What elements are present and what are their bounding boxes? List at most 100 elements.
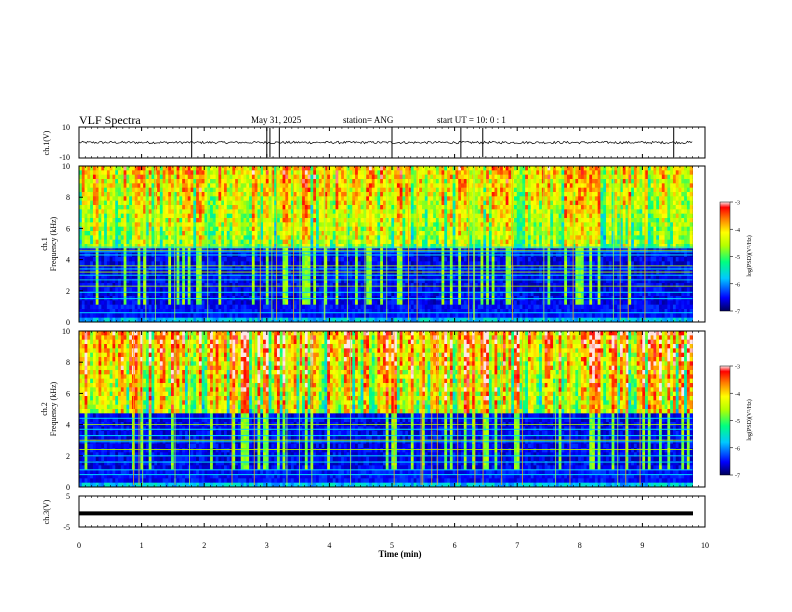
ch1-cell bbox=[299, 218, 303, 223]
ch1-cell bbox=[224, 261, 228, 267]
ch1-cell bbox=[87, 309, 91, 314]
ch1-cell bbox=[171, 291, 175, 297]
ch1-cell bbox=[430, 209, 434, 215]
ch1-cell bbox=[182, 244, 186, 249]
ch1-cell bbox=[92, 170, 97, 176]
ch1-cell bbox=[131, 170, 136, 176]
ch1-cell bbox=[458, 317, 462, 323]
ch1-cell bbox=[198, 213, 203, 219]
ch1-cell bbox=[81, 261, 85, 267]
ch1-cell bbox=[109, 248, 113, 254]
ch1-cell bbox=[109, 309, 113, 314]
ch1-cell bbox=[352, 248, 356, 254]
ch1-cell bbox=[288, 166, 292, 171]
ch1-cell bbox=[137, 213, 141, 219]
ch1-cell bbox=[288, 261, 292, 267]
ch1-cell bbox=[360, 209, 364, 215]
ch1-cell bbox=[327, 218, 331, 223]
ch1-cell bbox=[81, 317, 85, 323]
ch1-cell bbox=[276, 274, 281, 280]
ch1-cell bbox=[265, 183, 270, 189]
ch1-cell bbox=[388, 213, 392, 219]
ch1-cell bbox=[282, 278, 286, 284]
ch1-cell bbox=[307, 300, 311, 306]
ch1-cell bbox=[433, 166, 437, 171]
ch1-cell bbox=[104, 218, 108, 223]
ch1-cell bbox=[260, 170, 264, 176]
ch1-cell bbox=[204, 235, 208, 241]
ch1-cell bbox=[201, 300, 205, 306]
ch1-cell bbox=[265, 265, 270, 271]
ch1-cell bbox=[237, 291, 242, 297]
ch1-cell bbox=[427, 218, 431, 223]
ch1-cell bbox=[204, 231, 208, 236]
ch1-cell bbox=[304, 291, 309, 297]
ch1-cell bbox=[271, 300, 275, 306]
ch1-cell bbox=[171, 231, 175, 236]
ch1-cell bbox=[332, 304, 336, 310]
ch1-cell bbox=[265, 300, 270, 306]
ch1-cell bbox=[176, 244, 180, 249]
ch1-cell bbox=[210, 265, 214, 271]
ch1-cell bbox=[304, 300, 309, 306]
ch1-cell bbox=[447, 183, 451, 189]
ch1-cell bbox=[171, 170, 175, 176]
ch1-cell bbox=[237, 265, 242, 271]
ch1-cell bbox=[95, 179, 99, 184]
ch1-cell bbox=[179, 283, 183, 288]
ch1-cell bbox=[355, 179, 359, 184]
ch1-cell bbox=[327, 213, 331, 219]
ch1-cell bbox=[452, 304, 456, 310]
ch1-cell bbox=[210, 244, 214, 249]
ch1-cell bbox=[112, 166, 116, 171]
ch1-cell bbox=[302, 218, 306, 223]
ch1-cell bbox=[357, 248, 362, 254]
ch1-cell bbox=[421, 218, 426, 223]
ch1-cell bbox=[210, 166, 214, 171]
ch1-cell bbox=[109, 287, 113, 293]
ch1-cell bbox=[120, 300, 125, 306]
ch1-cell bbox=[416, 278, 420, 284]
ch1-cell bbox=[441, 170, 445, 176]
ch1-cell bbox=[251, 235, 256, 241]
ch1-cell bbox=[263, 170, 267, 176]
ch1-cell bbox=[148, 179, 152, 184]
ch1-cell bbox=[204, 244, 208, 249]
ch1-cell bbox=[377, 274, 381, 280]
ch1-cell bbox=[254, 261, 258, 267]
ch1-cell bbox=[179, 261, 183, 267]
ch1-cell bbox=[193, 283, 197, 288]
ch1-cell bbox=[299, 257, 303, 262]
ch1-cell bbox=[461, 226, 465, 232]
ch1-cell bbox=[168, 213, 172, 219]
ch1-cell bbox=[240, 196, 244, 202]
ch1-cell bbox=[104, 283, 108, 288]
ch1-cell bbox=[424, 278, 428, 284]
ch1-cell bbox=[246, 278, 250, 284]
ch1-cell bbox=[137, 183, 141, 189]
ch1-cell bbox=[360, 183, 364, 189]
ch1-cell bbox=[329, 235, 334, 241]
ch1-cell bbox=[140, 179, 144, 184]
ch1-cell bbox=[419, 170, 423, 176]
ch1-cell bbox=[377, 174, 381, 180]
ch1-cell bbox=[274, 261, 278, 267]
ch1-cell bbox=[455, 226, 459, 232]
ch1-cell bbox=[243, 300, 247, 306]
ch1-cell bbox=[324, 317, 328, 323]
ch1-cell bbox=[190, 261, 194, 267]
ch1-cell bbox=[79, 265, 83, 271]
ch1-cell bbox=[126, 226, 130, 232]
ch1-cell bbox=[106, 213, 111, 219]
ch1-cell bbox=[438, 287, 442, 293]
ch1-cell bbox=[346, 239, 350, 245]
ch1-cell bbox=[279, 218, 283, 223]
ch1-cell bbox=[419, 278, 423, 284]
ch1-cell bbox=[405, 248, 409, 254]
ch1-cell bbox=[296, 265, 300, 271]
ch1-cell bbox=[329, 261, 334, 267]
ch1-cell bbox=[338, 265, 342, 271]
ch1-cell bbox=[410, 192, 415, 197]
ch1-cell bbox=[371, 205, 375, 210]
ch1-cell bbox=[148, 248, 152, 254]
